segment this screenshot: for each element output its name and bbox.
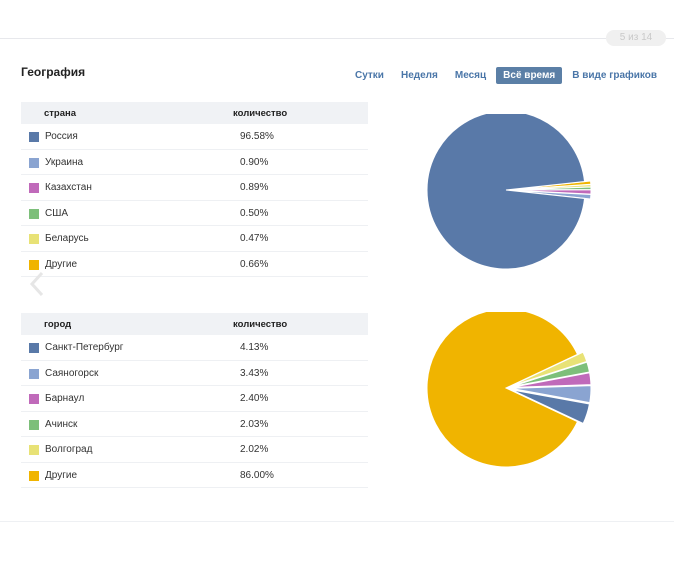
legend-swatch bbox=[29, 419, 39, 430]
pie-slice-Барнаул bbox=[511, 372, 592, 388]
row-name: Казахстан bbox=[45, 182, 92, 193]
legend-swatch bbox=[29, 132, 39, 142]
row-name: Саяногорск bbox=[45, 367, 99, 379]
row-name: Другие bbox=[45, 258, 78, 270]
table-row: Ачинск 2.03% bbox=[21, 412, 368, 437]
legend-swatch bbox=[29, 183, 39, 193]
table-row: Россия 96.58% bbox=[21, 124, 368, 150]
table-row: США 0.50% bbox=[21, 201, 368, 226]
table-row: Украина 0.90% bbox=[21, 150, 368, 175]
top-divider bbox=[0, 38, 674, 39]
tab-all-time[interactable]: Всё время bbox=[496, 66, 563, 84]
pie-slice-Россия bbox=[426, 114, 586, 270]
table-row: Саяногорск 3.43% bbox=[21, 361, 368, 386]
row-value: 2.03% bbox=[240, 418, 269, 430]
row-value: 0.50% bbox=[240, 207, 269, 219]
countries-pie-chart bbox=[426, 114, 592, 270]
chevron-left-icon[interactable] bbox=[29, 271, 45, 297]
pie-slice-Ачинск bbox=[511, 361, 591, 388]
table-row: Беларусь 0.47% bbox=[21, 226, 368, 252]
legend-swatch bbox=[29, 368, 39, 379]
row-value: 0.90% bbox=[240, 156, 269, 168]
row-name: Беларусь bbox=[45, 233, 89, 244]
column-header-city: город bbox=[44, 319, 72, 330]
pie-slice-Санкт-Петербург bbox=[511, 389, 591, 425]
row-name: США bbox=[45, 207, 69, 219]
legend-swatch bbox=[29, 445, 39, 455]
legend-swatch bbox=[29, 234, 39, 244]
row-value: 86.00% bbox=[240, 469, 274, 481]
cities-table: город количество Санкт-Петербург 4.13% С… bbox=[21, 313, 368, 488]
cities-table-header: город количество bbox=[21, 313, 368, 335]
table-row: Другие 0.66% bbox=[21, 252, 368, 277]
row-value: 3.43% bbox=[240, 367, 269, 379]
cities-pie-chart bbox=[426, 312, 592, 468]
countries-table: страна количество Россия 96.58% Украина … bbox=[21, 102, 368, 277]
tab-day[interactable]: Сутки bbox=[355, 69, 384, 81]
row-name: Волгоград bbox=[45, 444, 93, 455]
table-row: Казахстан 0.89% bbox=[21, 175, 368, 201]
row-value: 2.40% bbox=[240, 393, 269, 404]
legend-swatch bbox=[29, 259, 39, 270]
legend-swatch bbox=[29, 470, 39, 481]
row-value: 96.58% bbox=[240, 131, 274, 142]
countries-table-header: страна количество bbox=[21, 102, 368, 124]
column-header-count: количество bbox=[233, 319, 288, 330]
pie-slice-Саяногорск bbox=[511, 385, 592, 404]
tab-month[interactable]: Месяц bbox=[454, 69, 487, 81]
photo-counter: 5 из 14 bbox=[606, 30, 666, 46]
tab-charts-view[interactable]: В виде графиков bbox=[572, 69, 658, 81]
column-header-country: страна bbox=[44, 108, 77, 119]
legend-swatch bbox=[29, 157, 39, 168]
period-tabs: Сутки Неделя Месяц Всё время В виде граф… bbox=[345, 66, 664, 84]
row-name: Украина bbox=[45, 156, 84, 168]
row-name: Санкт-Петербург bbox=[45, 342, 124, 353]
pie-slice-Другие bbox=[426, 312, 579, 468]
page-title: География bbox=[21, 65, 86, 79]
row-name: Другие bbox=[45, 469, 78, 481]
column-header-count: количество bbox=[233, 108, 288, 119]
row-value: 0.66% bbox=[240, 258, 269, 270]
row-value: 0.47% bbox=[240, 233, 269, 244]
tab-week[interactable]: Неделя bbox=[400, 69, 438, 81]
row-value: 2.02% bbox=[240, 444, 269, 455]
row-value: 4.13% bbox=[240, 342, 269, 353]
legend-swatch bbox=[29, 343, 39, 353]
table-row: Барнаул 2.40% bbox=[21, 386, 368, 412]
row-name: Ачинск bbox=[45, 418, 78, 430]
pie-slice-Волгоград bbox=[511, 351, 588, 387]
row-name: Барнаул bbox=[45, 393, 85, 404]
row-value: 0.89% bbox=[240, 182, 269, 193]
table-row: Санкт-Петербург 4.13% bbox=[21, 335, 368, 361]
row-name: Россия bbox=[45, 131, 78, 142]
legend-swatch bbox=[29, 394, 39, 404]
table-row: Другие 86.00% bbox=[21, 463, 368, 488]
table-row: Волгоград 2.02% bbox=[21, 437, 368, 463]
bottom-divider bbox=[0, 521, 674, 522]
legend-swatch bbox=[29, 208, 39, 219]
